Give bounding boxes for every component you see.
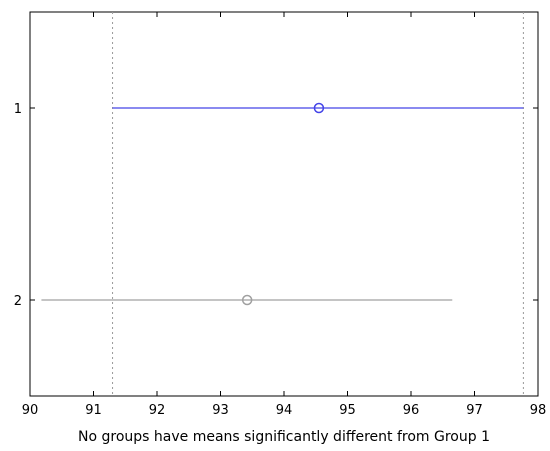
reference-lines [112, 12, 524, 396]
y-tick-label-1: 1 [14, 102, 22, 117]
x-tick-label-90: 90 [22, 403, 39, 418]
plot-area [29, 11, 539, 397]
x-tick-label-95: 95 [339, 403, 356, 418]
x-axis-label: No groups have means significantly diffe… [78, 429, 490, 445]
mean-marker-group-2 [241, 294, 253, 306]
x-tick-label-98: 98 [530, 403, 547, 418]
interval-marks [41, 102, 524, 306]
y-axis-ticks: 12 [14, 102, 538, 309]
mean-marker-group-1 [313, 102, 325, 114]
x-tick-label-97: 97 [466, 403, 483, 418]
x-tick-label-96: 96 [403, 403, 420, 418]
x-tick-label-94: 94 [276, 403, 293, 418]
y-tick-label-2: 2 [14, 294, 22, 309]
x-tick-label-92: 92 [149, 403, 166, 418]
x-tick-label-91: 91 [85, 403, 102, 418]
x-axis-ticks: 90 91 92 93 94 95 96 97 98 [22, 12, 547, 418]
x-tick-label-93: 93 [212, 403, 229, 418]
